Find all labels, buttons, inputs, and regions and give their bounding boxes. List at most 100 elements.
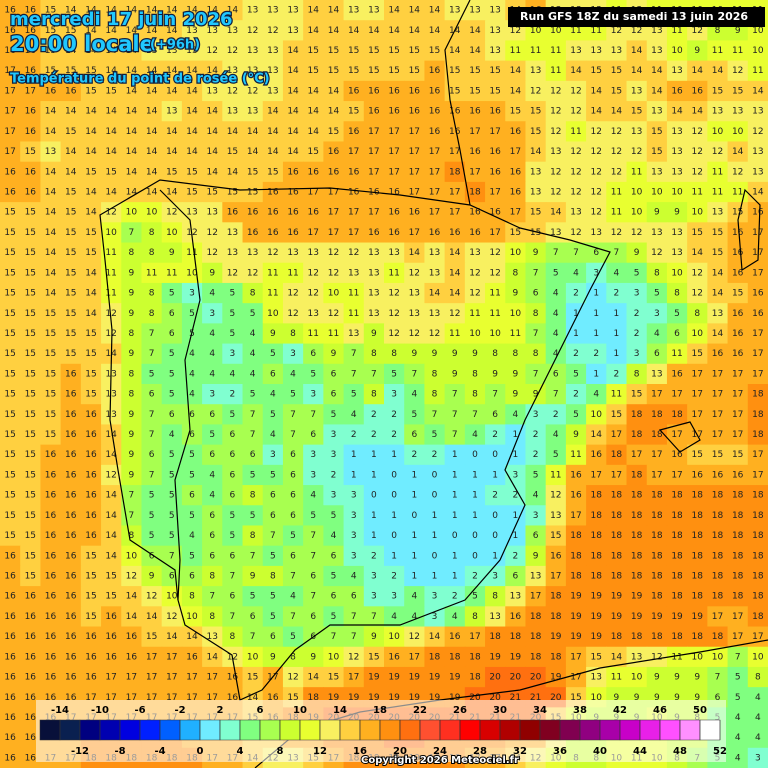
value-label: 14: [732, 147, 744, 157]
value-label: 9: [492, 369, 498, 379]
value-label: 18: [752, 572, 764, 582]
value-label: 12: [510, 26, 521, 36]
value-label: 4: [735, 733, 741, 743]
value-label: 15: [4, 289, 15, 299]
value-label: 19: [692, 612, 704, 622]
value-label: 14: [105, 127, 117, 137]
value-label: 8: [129, 329, 135, 339]
value-label: 15: [4, 329, 15, 339]
value-label: 15: [368, 652, 379, 662]
value-label: 15: [25, 208, 36, 218]
value-label: 17: [328, 228, 339, 238]
value-label: 16: [65, 390, 77, 400]
value-label: 15: [651, 127, 662, 137]
value-label: 19: [429, 673, 441, 683]
value-label: 1: [593, 289, 599, 299]
value-label: 5: [391, 369, 397, 379]
value-label: 15: [85, 390, 96, 400]
value-label: 17: [348, 147, 359, 157]
value-label: 18: [752, 430, 764, 440]
value-label: 15: [85, 572, 96, 582]
cell: [424, 121, 446, 142]
cell: [141, 141, 163, 163]
cell: [202, 20, 223, 41]
value-label: 18: [651, 572, 663, 582]
value-label: 18: [631, 511, 643, 521]
cell: [626, 161, 648, 183]
value-label: 16: [732, 349, 744, 359]
value-label: 14: [388, 26, 400, 36]
cell: [707, 242, 729, 264]
value-label: 6: [310, 572, 316, 582]
value-label: 13: [409, 309, 420, 319]
value-label: 16: [25, 592, 37, 602]
cell: [404, 20, 425, 41]
value-label: 14: [85, 208, 97, 218]
value-label: 5: [169, 491, 175, 501]
cell: [464, 60, 486, 82]
value-label: 16: [65, 632, 77, 642]
value-label: 9: [452, 369, 458, 379]
value-label: 18: [570, 551, 582, 561]
value-label: 17: [409, 228, 420, 238]
legend-swatch: [199, 719, 221, 741]
value-label: 16: [510, 612, 522, 622]
value-label: 20: [510, 673, 522, 683]
cell: [424, 20, 446, 41]
legend-swatch: [419, 719, 441, 741]
value-label: 15: [267, 167, 278, 177]
value-label: 16: [469, 107, 481, 117]
value-label: 18: [752, 531, 764, 541]
value-label: 12: [247, 268, 258, 278]
value-label: 12: [570, 147, 581, 157]
value-label: 16: [732, 309, 744, 319]
value-label: 14: [247, 147, 259, 157]
value-label: 18: [651, 632, 663, 642]
cell: [424, 141, 446, 163]
cell: [444, 141, 466, 163]
value-label: 12: [611, 147, 622, 157]
value-label: 18: [671, 491, 683, 501]
value-label: 4: [290, 592, 296, 602]
value-label: 15: [85, 349, 96, 359]
cell: [666, 60, 688, 82]
cell: [545, 101, 567, 122]
value-label: 13: [489, 612, 500, 622]
cell: [485, 141, 506, 163]
value-label: 18: [692, 511, 704, 521]
value-label: 20: [489, 673, 501, 683]
value-label: 7: [553, 248, 559, 258]
value-label: 1: [452, 551, 458, 561]
value-label: 13: [489, 6, 500, 16]
cell: [747, 121, 768, 142]
value-label: 3: [432, 612, 438, 622]
cell: [626, 181, 648, 203]
value-label: 5: [290, 531, 296, 541]
value-label: 14: [45, 188, 57, 198]
cell: [747, 40, 768, 62]
cell: [0, 40, 21, 62]
value-label: 5: [735, 673, 741, 683]
cell: [242, 60, 264, 82]
cell: [101, 181, 122, 203]
cell: [404, 121, 425, 142]
value-label: 7: [230, 572, 236, 582]
value-label: 2: [533, 450, 539, 460]
cell: [424, 161, 446, 183]
value-label: 15: [25, 248, 36, 258]
cell: [222, 101, 244, 122]
value-label: 17: [510, 208, 521, 218]
value-label: 16: [267, 228, 279, 238]
cell: [707, 181, 729, 203]
value-label: 19: [671, 612, 683, 622]
cell: [121, 222, 142, 244]
value-label: 16: [105, 632, 117, 642]
cell: [707, 121, 729, 142]
cell: [464, 121, 486, 142]
cell: [141, 181, 163, 203]
value-label: 17: [166, 652, 177, 662]
cell: [485, 0, 506, 21]
value-label: 5: [149, 369, 155, 379]
value-label: 17: [25, 86, 36, 96]
cell: [101, 20, 122, 41]
